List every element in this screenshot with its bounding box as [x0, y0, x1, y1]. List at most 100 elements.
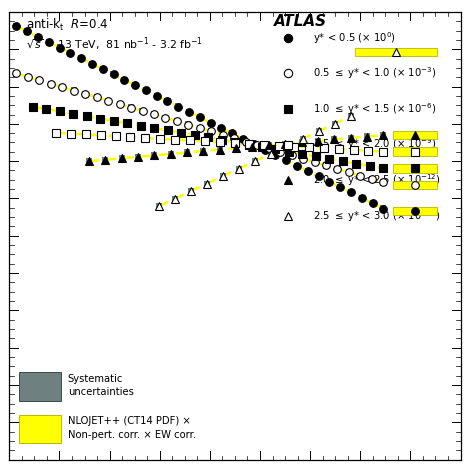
Bar	[347, 135, 354, 141]
Text: 0.5 $\leq$ y* < 1.0 ($\times$ 10$^{-3}$): 0.5 $\leq$ y* < 1.0 ($\times$ 10$^{-3}$)	[313, 65, 437, 82]
Bar	[142, 135, 148, 141]
Bar	[335, 166, 340, 172]
Bar	[197, 125, 203, 131]
Bar	[185, 121, 191, 128]
Bar	[18, 372, 61, 401]
Bar	[97, 116, 103, 121]
Bar	[316, 173, 322, 180]
Bar	[204, 181, 210, 187]
Text: 2.5 $\leq$ y* < 3.0 ($\times$ 10$^{-15}$): 2.5 $\leq$ y* < 3.0 ($\times$ 10$^{-15}$…	[313, 208, 441, 224]
Bar	[251, 141, 257, 147]
Bar	[201, 148, 206, 154]
Bar	[121, 77, 128, 83]
Bar	[70, 111, 76, 117]
Bar	[59, 84, 65, 90]
Bar	[315, 138, 321, 144]
Bar	[229, 130, 235, 137]
Bar	[364, 134, 370, 140]
Bar	[83, 131, 89, 137]
Bar	[217, 146, 223, 153]
Text: anti-k$_\mathrm{t}$  $R$=0.4: anti-k$_\mathrm{t}$ $R$=0.4	[26, 17, 109, 33]
Bar	[262, 146, 268, 153]
Bar	[337, 184, 343, 190]
Bar	[254, 142, 260, 148]
Bar	[321, 145, 327, 151]
Bar	[18, 415, 61, 443]
Bar	[110, 71, 117, 77]
Bar	[300, 155, 306, 162]
Bar	[305, 168, 311, 174]
Bar	[351, 147, 356, 153]
Bar	[380, 206, 386, 211]
Bar	[164, 98, 171, 104]
Bar	[168, 151, 173, 157]
Bar	[105, 98, 111, 104]
Bar	[282, 141, 288, 147]
Bar	[294, 163, 300, 169]
Bar	[268, 151, 274, 157]
Bar	[273, 146, 279, 153]
Bar	[233, 145, 239, 151]
Bar	[102, 156, 108, 163]
Text: Systematic
uncertainties: Systematic uncertainties	[68, 374, 134, 397]
Bar	[276, 143, 283, 149]
Bar	[172, 137, 178, 143]
Bar	[336, 146, 342, 152]
Text: 2.0 $\leq$ y* < 2.5 ($\times$ 10$^{-12}$): 2.0 $\leq$ y* < 2.5 ($\times$ 10$^{-12}$…	[313, 172, 441, 188]
Bar	[369, 176, 375, 182]
Bar	[220, 173, 226, 179]
Bar	[359, 195, 365, 201]
Bar	[110, 118, 117, 124]
Bar	[365, 148, 372, 154]
Bar	[71, 87, 77, 93]
Bar	[261, 142, 267, 148]
Bar	[266, 142, 272, 148]
Bar	[151, 152, 157, 158]
Bar	[370, 200, 375, 206]
Text: ATLAS: ATLAS	[273, 14, 327, 29]
Text: y* < 0.5 ($\times$ 10$^{0}$): y* < 0.5 ($\times$ 10$^{0}$)	[313, 30, 396, 46]
Bar	[353, 161, 359, 167]
Bar	[202, 138, 208, 145]
Bar	[184, 149, 190, 155]
Bar	[57, 109, 63, 114]
Bar	[367, 163, 373, 169]
Bar	[393, 164, 437, 173]
Bar	[283, 157, 289, 164]
Bar	[98, 132, 104, 138]
Bar	[186, 109, 192, 115]
Bar	[217, 139, 223, 146]
Bar	[164, 128, 171, 134]
Bar	[323, 163, 329, 169]
Bar	[332, 120, 337, 127]
Bar	[205, 135, 211, 141]
Bar	[327, 179, 332, 185]
Bar	[178, 130, 184, 136]
Text: 1.5 $\leq$ y* < 2.0 ($\times$ 10$^{-9}$): 1.5 $\leq$ y* < 2.0 ($\times$ 10$^{-9}$)	[313, 137, 437, 153]
Bar	[240, 136, 246, 142]
Bar	[137, 123, 144, 128]
Bar	[89, 61, 95, 67]
Bar	[300, 136, 306, 142]
Bar	[117, 101, 123, 107]
Bar	[56, 45, 63, 51]
Bar	[156, 203, 162, 210]
Bar	[139, 108, 146, 114]
Bar	[299, 139, 305, 146]
Bar	[53, 130, 59, 136]
Bar	[219, 137, 225, 143]
Bar	[112, 133, 118, 139]
Bar	[219, 125, 225, 131]
Bar	[311, 159, 318, 165]
Bar	[132, 82, 138, 88]
Bar	[346, 169, 352, 175]
Bar	[191, 132, 198, 138]
Bar	[187, 137, 193, 144]
Bar	[174, 118, 180, 124]
Bar	[286, 149, 292, 155]
Bar	[208, 119, 214, 126]
Bar	[35, 34, 41, 40]
Bar	[380, 149, 386, 155]
Bar	[313, 154, 319, 159]
Bar	[86, 158, 92, 164]
